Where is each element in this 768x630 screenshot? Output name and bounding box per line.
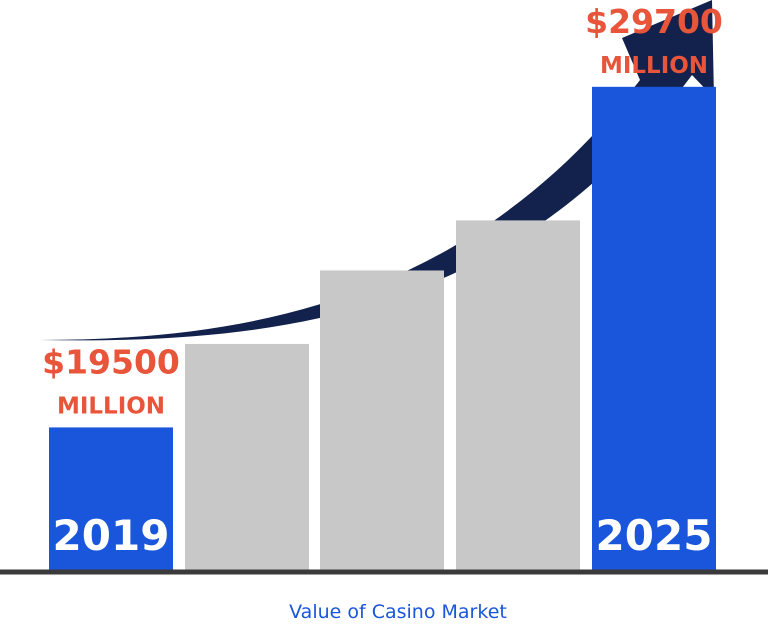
bar-year-label: 2025 bbox=[596, 511, 713, 560]
bar-1 bbox=[49, 427, 173, 570]
bar-2 bbox=[185, 343, 309, 570]
bar-3 bbox=[320, 270, 444, 570]
bar-4 bbox=[456, 220, 580, 570]
bar-group: 2019 $19500 MILLION 2025 $29700 MILLION bbox=[42, 2, 723, 571]
chart-caption: Value of Casino Market bbox=[289, 601, 507, 623]
bar-year-label: 2019 bbox=[53, 511, 170, 560]
bar-value-label: $19500 bbox=[42, 342, 180, 381]
bar-unit-label: MILLION bbox=[600, 53, 708, 79]
trend-up-arrow-icon bbox=[40, 0, 714, 341]
bar-value-label: $29700 bbox=[585, 2, 723, 41]
bar-5 bbox=[592, 86, 716, 571]
bar-unit-label: MILLION bbox=[57, 393, 165, 419]
